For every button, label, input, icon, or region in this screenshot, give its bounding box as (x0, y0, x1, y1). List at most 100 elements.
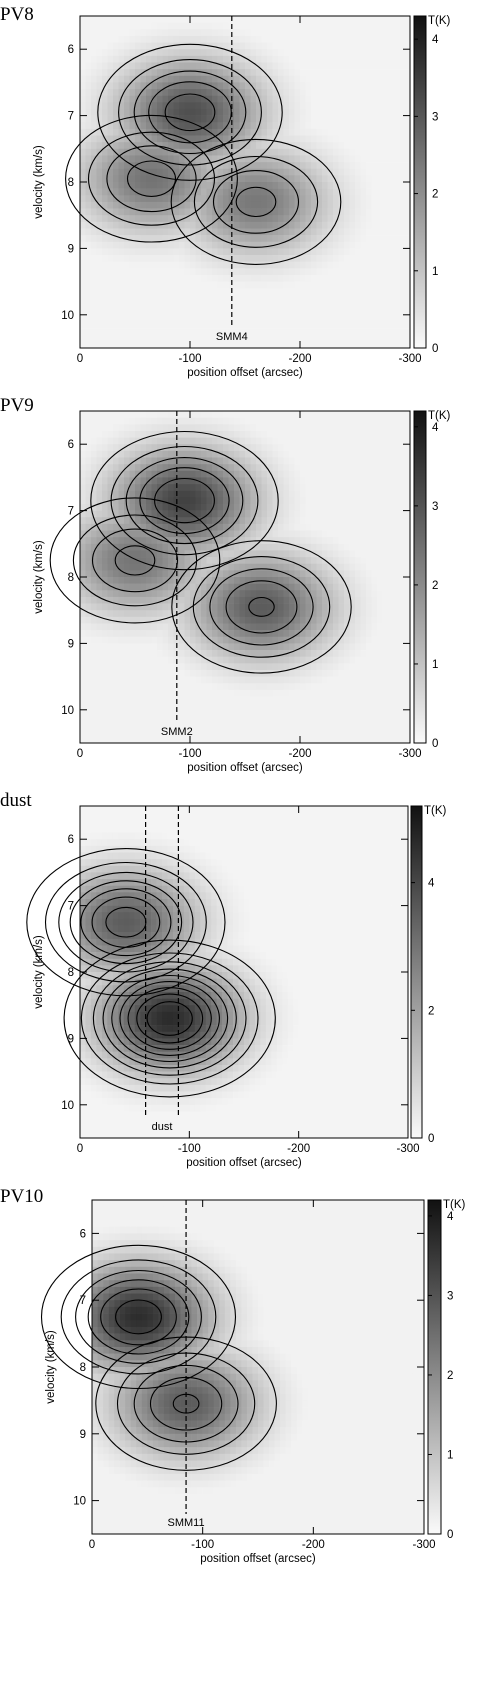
colorbar-tick-label: 1 (447, 1449, 453, 1461)
contour-1 (91, 528, 179, 593)
colorbar-tick-label: 1 (432, 659, 438, 671)
contour-1 (72, 514, 198, 607)
contour-1 (127, 987, 212, 1050)
colorbar-tick-label: 4 (428, 878, 435, 890)
panel-label: dust (0, 790, 32, 811)
x-axis-label: position offset (arcsec) (186, 1157, 302, 1169)
contour-0 (100, 1288, 177, 1346)
x-tick-label: 0 (89, 1539, 95, 1551)
contour-lines (26, 848, 276, 1098)
colorbar: 0 1 2 3 4T(K) (427, 1199, 466, 1541)
x-tick-label: -200 (302, 1539, 325, 1551)
y-tick-label: 9 (80, 1429, 86, 1441)
contour-1 (114, 545, 156, 576)
contour-1 (102, 968, 237, 1069)
x-tick-label: -300 (396, 1143, 419, 1155)
contour-1 (111, 974, 229, 1063)
colorbar-scale (410, 805, 423, 1139)
y-tick-label: 10 (61, 1100, 74, 1112)
colorbar-scale (413, 410, 427, 744)
x-tick-label: -300 (412, 1539, 435, 1551)
x-tick-label: 0 (77, 353, 83, 365)
y-tick-label: 9 (68, 638, 74, 650)
contour-0 (154, 477, 215, 524)
intensity-map (80, 16, 411, 349)
colorbar-tick-label: 2 (432, 580, 438, 592)
marker-label: SMM4 (216, 331, 248, 343)
contour-0 (90, 430, 279, 571)
contour-0 (97, 43, 283, 181)
colorbar: 0 2 4 T(K) (410, 805, 447, 1145)
colorbar-tick-label: 4 (447, 1211, 454, 1223)
contour-1 (136, 993, 204, 1044)
colorbar-tick-label: 2 (432, 189, 438, 201)
x-tick-label: -300 (398, 748, 421, 760)
y-tick-label: 7 (80, 1295, 86, 1307)
contour-2 (225, 580, 298, 634)
marker-label: SMM2 (161, 726, 193, 738)
x-tick-label: 0 (77, 748, 83, 760)
contour-2 (171, 540, 352, 674)
x-axis-label: position offset (arcsec) (200, 1553, 316, 1565)
colorbar-tick-label: 4 (432, 34, 439, 46)
y-tick-label: 8 (68, 967, 74, 979)
contour-1 (146, 1001, 193, 1036)
contour-1 (80, 952, 259, 1085)
colorbar-tick-label: 3 (432, 111, 438, 123)
x-tick-label: -100 (178, 1143, 201, 1155)
colorbar-scale (413, 15, 427, 349)
colorbar-tick-label: 0 (447, 1529, 453, 1541)
y-tick-label: 6 (68, 834, 74, 846)
contour-0 (80, 888, 172, 957)
y-tick-label: 6 (68, 44, 74, 56)
colorbar-tick-label: 2 (428, 1005, 434, 1017)
panel-label: PV9 (0, 395, 34, 416)
marker-label: SMM11 (168, 1517, 205, 1529)
y-tick-label: 7 (68, 111, 74, 123)
x-tick-label: -200 (288, 748, 311, 760)
panel-dust: dust 0 -100 -200 -300 6 7 8 9 10 position offset (… (0, 790, 447, 1169)
contour-1 (126, 160, 177, 197)
contour-2 (193, 155, 319, 248)
contour-0 (125, 457, 244, 545)
y-tick-label: 7 (68, 901, 74, 913)
contour-0 (115, 1299, 162, 1335)
contour-1 (65, 114, 238, 243)
contour-0 (87, 1279, 190, 1355)
y-tick-label: 8 (68, 177, 74, 189)
colorbar-label: T(K) (424, 805, 447, 817)
intensity-map (80, 806, 409, 1139)
contour-0 (60, 1259, 217, 1375)
contour-2 (248, 596, 275, 617)
contour-0 (164, 93, 216, 132)
contour-1 (49, 497, 221, 624)
intensity-map (92, 1200, 425, 1535)
colorbar-tick-label: 0 (432, 738, 438, 750)
colorbar-label: T(K) (443, 1199, 466, 1211)
contour-0 (118, 59, 262, 166)
contour-1 (63, 939, 276, 1098)
intensity-map (80, 411, 411, 744)
colorbar-tick-label: 3 (432, 501, 438, 513)
x-axis-label: position offset (arcsec) (187, 367, 303, 379)
contour-lines (49, 430, 352, 674)
contour-1 (119, 981, 220, 1056)
colorbar-tick-label: 2 (447, 1370, 453, 1382)
colorbar-tick-label: 1 (432, 266, 438, 278)
marker-lines: SMM11 (168, 1200, 205, 1529)
x-tick-label: -100 (178, 353, 201, 365)
panel-label: PV10 (0, 1186, 43, 1207)
contour-2 (192, 556, 331, 658)
y-tick-label: 7 (68, 506, 74, 518)
x-tick-label: 0 (77, 1143, 83, 1155)
contour-2 (170, 138, 342, 265)
colorbar-label: T(K) (428, 410, 451, 422)
contour-0 (75, 1269, 202, 1364)
contour-2 (235, 186, 277, 218)
x-tick-label: -300 (398, 353, 421, 365)
contour-0 (26, 848, 226, 997)
